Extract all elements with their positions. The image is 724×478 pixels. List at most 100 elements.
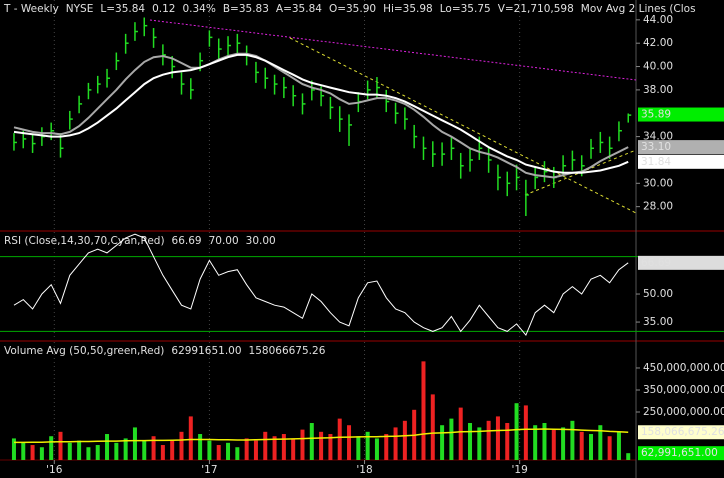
volume-bar	[449, 418, 454, 460]
volume-bar	[477, 427, 482, 460]
panel-header: NYSE	[66, 3, 94, 15]
volume-bar	[468, 423, 473, 460]
panel-header: 66.69	[172, 235, 202, 247]
x-tick-label: '19	[512, 464, 528, 476]
y-tick-label: 42.00	[643, 37, 673, 49]
value-tag	[638, 255, 724, 270]
volume-bar	[105, 434, 110, 460]
rsi-line	[13, 233, 629, 337]
value-tag-label: 33.10	[641, 141, 671, 153]
value-tag-label: 62,991,651.00	[641, 447, 718, 459]
panel-header: B=35.83	[223, 3, 269, 15]
value-tag	[638, 140, 724, 155]
volume-bar	[198, 434, 203, 460]
value-tag-label: 31.84	[641, 156, 671, 168]
value-tag-label: 35.89	[641, 109, 671, 121]
y-tick-label: 30.00	[643, 177, 673, 189]
volume-bar	[533, 425, 538, 460]
panel-header: Hi=35.98	[383, 3, 433, 15]
volume-bar	[458, 407, 463, 460]
volume-bar	[551, 429, 556, 460]
volume-bar	[579, 431, 584, 460]
volume-bar	[589, 434, 594, 460]
y-tick-label: 38.00	[643, 84, 673, 96]
y-tick-label: 28.00	[643, 201, 673, 213]
volume-bar	[440, 425, 445, 460]
volume-bar	[328, 434, 333, 460]
panel-header: 62991651.00	[171, 345, 241, 357]
volume-bar	[226, 442, 231, 460]
x-tick-label: '17	[201, 464, 217, 476]
volume-bar	[95, 445, 100, 460]
volume-bar	[179, 431, 184, 460]
y-tick-label: 34.00	[643, 131, 673, 143]
moving-average	[13, 53, 629, 174]
y-tick-label: 35.00	[643, 316, 673, 328]
panel-header: 30.00	[246, 235, 276, 247]
volume-bar	[30, 445, 35, 460]
panel-header: Mov Avg 2 Lines (Clos	[581, 3, 696, 15]
volume-bar	[570, 420, 575, 460]
volume-bar	[616, 431, 621, 460]
volume-bar	[160, 445, 165, 460]
volume-bar	[151, 436, 156, 460]
volume-bar	[300, 429, 305, 460]
value-tag	[638, 154, 724, 169]
volume-bar	[374, 438, 379, 460]
volume-bar	[11, 438, 16, 460]
volume-bar	[393, 427, 398, 460]
volume-bar	[561, 427, 566, 460]
volume-bar	[319, 431, 324, 460]
y-tick-label: 450,000,000.00	[643, 362, 724, 374]
panel-header: O=35.90	[329, 3, 376, 15]
panel-header: 0.34%	[182, 3, 215, 15]
volume-bar	[365, 431, 370, 460]
volume-bar	[253, 440, 258, 460]
volume-bar	[77, 440, 82, 460]
value-tag-label: 66.69	[641, 257, 671, 269]
panel-header: L=35.84	[100, 3, 145, 15]
volume-bar	[58, 431, 63, 460]
volume-bar	[272, 436, 277, 460]
volume-bar	[337, 418, 342, 460]
panel-header: RSI (Close,14,30,70,Cyan,Red)	[4, 235, 165, 247]
x-tick-label: '18	[356, 464, 372, 476]
volume-bar	[486, 420, 491, 460]
panel-header: 70.00	[209, 235, 239, 247]
panel-header: Volume Avg (50,50,green,Red)	[4, 345, 164, 357]
volume-bar	[142, 440, 147, 460]
y-tick-label: 44.00	[643, 14, 673, 26]
volume-bar	[67, 442, 72, 460]
volume-bar	[244, 438, 249, 460]
volume-bar	[39, 447, 44, 460]
volume-bar	[114, 442, 119, 460]
volume-bar	[542, 423, 547, 460]
volume-bar	[170, 440, 175, 460]
volume-bar	[263, 431, 268, 460]
panel-header: Lo=35.75	[440, 3, 491, 15]
volume-bar	[291, 438, 296, 460]
volume-bar	[402, 420, 407, 460]
trend-line	[289, 37, 637, 214]
volume-bar	[384, 434, 389, 460]
volume-bar	[495, 416, 500, 460]
volume-bar	[281, 434, 286, 460]
volume-bar	[347, 425, 352, 460]
volume-bar	[86, 447, 91, 460]
volume-bar	[235, 447, 240, 460]
volume-bar	[188, 416, 193, 460]
moving-average	[13, 52, 629, 179]
y-tick-label: 250,000,000.00	[643, 406, 724, 418]
volume-bar	[514, 403, 519, 460]
volume-bar	[598, 425, 603, 460]
volume-bar	[356, 436, 361, 460]
trend-line	[149, 19, 637, 81]
volume-bar	[523, 405, 528, 460]
volume-bar	[49, 436, 54, 460]
volume-bar	[123, 438, 128, 460]
volume-bar	[505, 423, 510, 460]
panel-header: A=35.84	[276, 3, 322, 15]
